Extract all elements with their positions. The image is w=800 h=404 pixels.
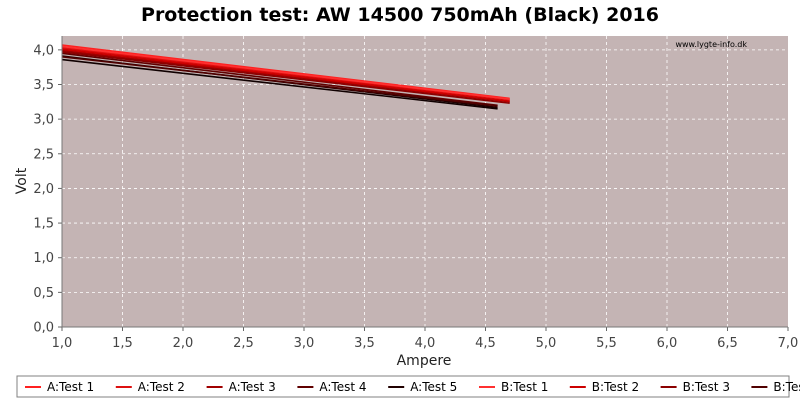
x-tick-label: 1,5 (112, 336, 133, 351)
x-tick-label: 3,5 (354, 336, 375, 351)
series-line-b-test-5 (61, 58, 498, 110)
y-tick-label: 3,0 (33, 113, 54, 128)
legend-item-label: A:Test 3 (229, 380, 276, 394)
legend: A:Test 1 A:Test 2 A:Test 3 A:Test 4 A:Test 5… (16, 375, 800, 398)
grid-lines (62, 36, 788, 327)
x-tick-label: 4,0 (415, 336, 436, 351)
y-tick-label: 2,5 (33, 147, 54, 162)
series-line-b-test-4 (61, 56, 498, 107)
y-tick-label: 0,0 (33, 321, 54, 336)
y-axis-label: Volt (14, 167, 30, 194)
series-line-a-test-4 (61, 52, 498, 107)
series-line-a-test-3 (61, 49, 510, 103)
y-tick-label: 3,5 (33, 78, 54, 93)
tick-labels: 1,0 1,5 2,0 2,5 3,0 3,5 4,0 4,5 5,0 5,5 6,0 6,5 7,0 0… (33, 43, 798, 351)
legend-item-label: A:Test 1 (47, 380, 94, 394)
chart-title: Protection test: AW 14500 750mAh (Black)… (141, 4, 659, 26)
x-tick-label: 5,0 (536, 336, 557, 351)
x-tick-label: 6,5 (717, 336, 738, 351)
series-line-a-test-1 (61, 44, 510, 100)
legend-item-label: A:Test 4 (319, 380, 366, 394)
y-tick-label: 1,0 (33, 251, 54, 266)
x-tick-label: 5,5 (596, 336, 617, 351)
x-tick-label: 2,0 (173, 336, 194, 351)
legend-item-label: B:Test 3 (683, 380, 730, 394)
x-axis-label: Ampere (397, 353, 452, 369)
series-line-b-test-3 (61, 51, 510, 104)
axes (58, 36, 789, 331)
legend-item-label: B:Test 1 (501, 380, 548, 394)
legend-item-label: B:Test 4 (773, 380, 800, 394)
legend-item-label: B:Test 2 (592, 380, 639, 394)
watermark-text: www.lygte-info.dk (675, 40, 747, 49)
series-line-b-test-1 (61, 45, 510, 100)
x-tick-label: 1,0 (52, 336, 73, 351)
legend-item-label: A:Test 5 (410, 380, 457, 394)
x-tick-label: 3,0 (294, 336, 315, 351)
x-tick-label: 6,0 (657, 336, 678, 351)
x-tick-label: 7,0 (778, 336, 799, 351)
y-tick-label: 4,0 (33, 43, 54, 58)
x-tick-label: 2,5 (233, 336, 254, 351)
y-tick-label: 0,5 (33, 286, 54, 301)
y-tick-label: 2,0 (33, 182, 54, 197)
series-lines (61, 44, 510, 110)
legend-item-label: A:Test 2 (138, 380, 185, 394)
series-line-b-test-2 (61, 48, 510, 102)
x-tick-label: 4,5 (475, 336, 496, 351)
y-tick-label: 1,5 (33, 217, 54, 232)
